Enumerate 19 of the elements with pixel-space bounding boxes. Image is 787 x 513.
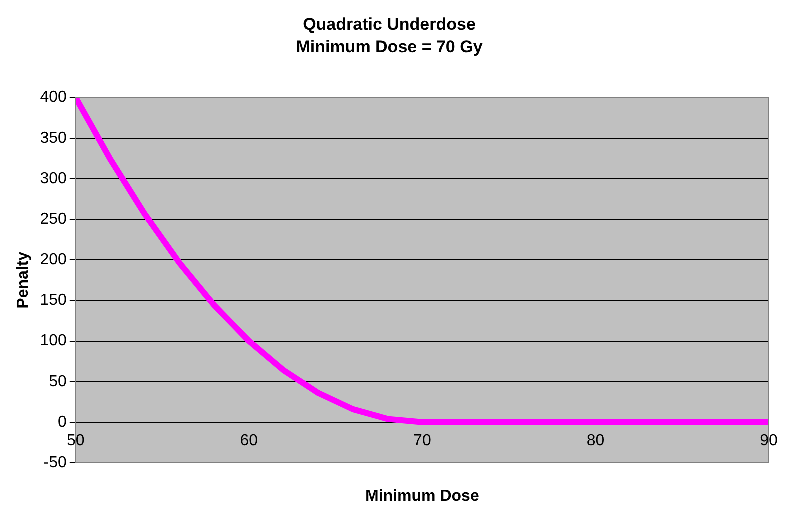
y-tick-label: 200 — [40, 252, 67, 269]
y-tick-label: 0 — [58, 414, 67, 431]
y-tick-label: 100 — [40, 332, 67, 350]
x-tick-label: 90 — [760, 432, 778, 450]
y-tick-label: 300 — [40, 170, 67, 188]
x-tick-label: 80 — [586, 432, 605, 450]
y-tick-label: -50 — [44, 454, 67, 472]
chart-subtitle: Minimum Dose = 70 Gy — [296, 37, 484, 56]
x-tick-label: 60 — [240, 432, 258, 450]
y-tick-label: 350 — [40, 130, 67, 147]
y-tick-label: 400 — [40, 89, 67, 106]
x-tick-label: 50 — [66, 432, 85, 450]
y-tick-label: 50 — [49, 373, 67, 390]
y-tick-label: 250 — [40, 210, 67, 228]
chart-title: Quadratic Underdose — [303, 14, 476, 34]
y-tick-label: 150 — [40, 292, 67, 310]
y-axis-title: Penalty — [15, 252, 32, 309]
x-axis-title: Minimum Dose — [366, 488, 480, 505]
x-tick-label: 70 — [414, 432, 432, 450]
